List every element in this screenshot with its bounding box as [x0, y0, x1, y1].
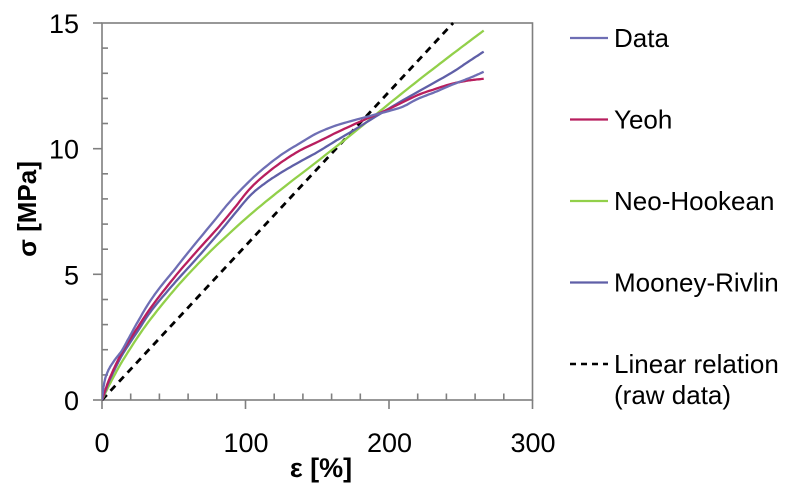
svg-text:100: 100 [223, 428, 268, 458]
svg-text:(raw data): (raw data) [614, 380, 731, 410]
svg-text:10: 10 [49, 135, 79, 165]
svg-text:0: 0 [94, 428, 109, 458]
svg-text:200: 200 [367, 428, 412, 458]
svg-text:0: 0 [64, 386, 79, 416]
svg-text:Data: Data [614, 23, 669, 53]
svg-text:Yeoh: Yeoh [614, 105, 672, 135]
svg-text:300: 300 [510, 428, 555, 458]
svg-text:ε [%]: ε [%] [290, 453, 352, 483]
svg-text:15: 15 [49, 9, 79, 39]
svg-text:Mooney-Rivlin: Mooney-Rivlin [614, 268, 779, 298]
svg-text:Linear relation: Linear relation [614, 349, 779, 379]
svg-text:Neo-Hookean: Neo-Hookean [614, 186, 774, 216]
svg-text:σ [MPa]: σ [MPa] [12, 161, 42, 257]
svg-text:5: 5 [64, 260, 79, 290]
